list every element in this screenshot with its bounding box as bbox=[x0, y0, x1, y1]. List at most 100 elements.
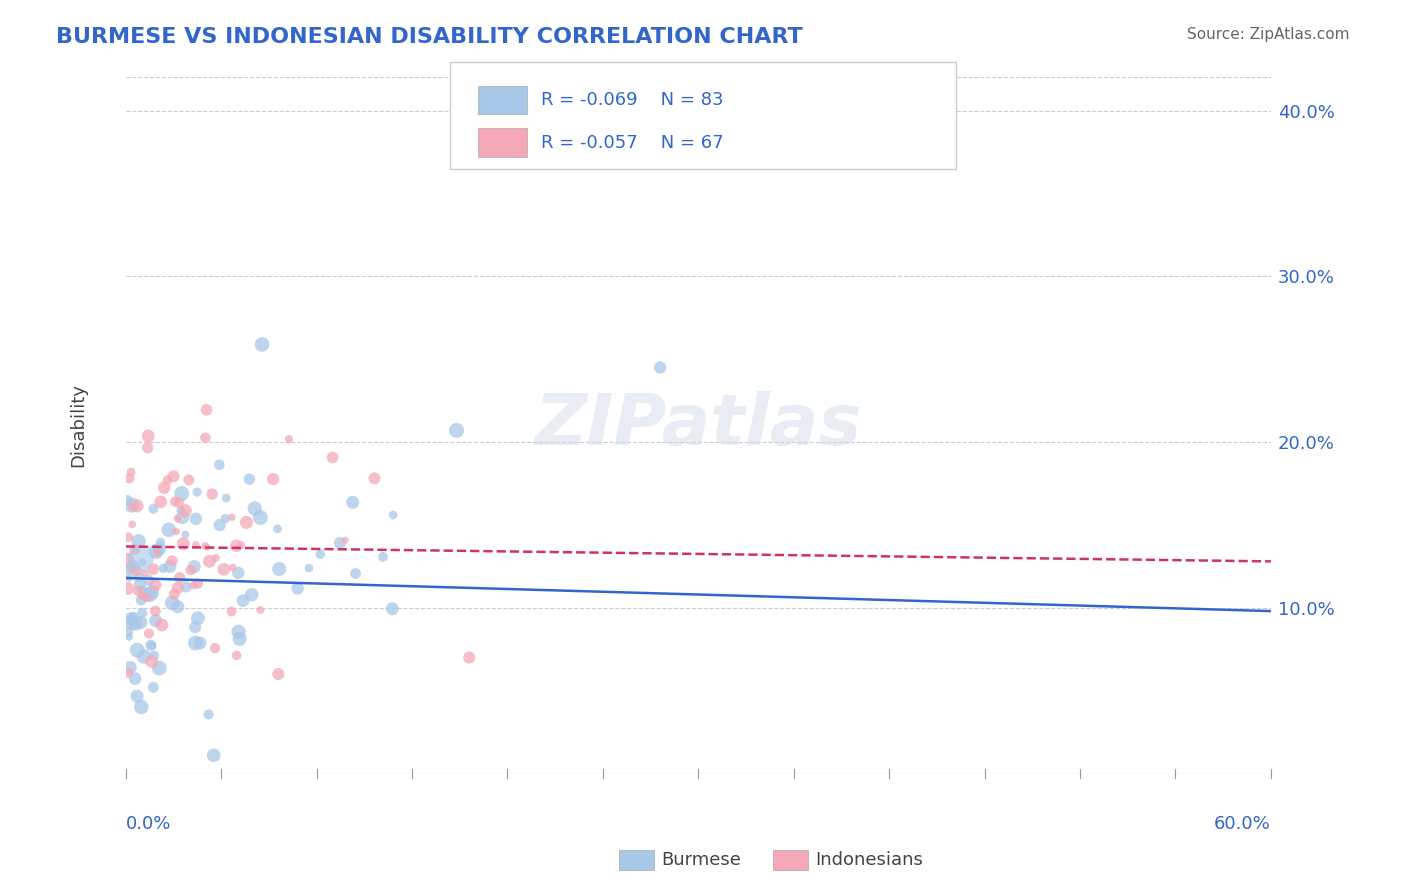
Point bbox=[142, 562, 165, 576]
Point bbox=[215, 491, 238, 505]
Point bbox=[172, 510, 194, 524]
Point bbox=[221, 510, 243, 524]
Point bbox=[125, 499, 148, 513]
Text: ZIPatlas: ZIPatlas bbox=[534, 391, 862, 460]
Point bbox=[117, 551, 139, 566]
Point bbox=[249, 603, 271, 617]
Text: 0.0%: 0.0% bbox=[125, 815, 172, 833]
Point bbox=[169, 571, 191, 585]
Point bbox=[184, 636, 207, 650]
Point bbox=[117, 493, 139, 508]
Point bbox=[446, 424, 468, 438]
Point bbox=[159, 559, 181, 574]
Point bbox=[225, 648, 247, 663]
Point bbox=[124, 542, 146, 557]
Point bbox=[129, 615, 152, 630]
Point bbox=[187, 576, 209, 591]
Point bbox=[382, 508, 405, 522]
Point bbox=[221, 560, 243, 574]
Point bbox=[145, 604, 167, 618]
Point bbox=[170, 486, 193, 500]
Point bbox=[120, 660, 142, 674]
Point bbox=[371, 549, 394, 564]
Point bbox=[120, 465, 142, 479]
Point bbox=[174, 580, 197, 594]
Point bbox=[238, 472, 260, 486]
Point bbox=[129, 578, 152, 592]
Point bbox=[235, 516, 257, 530]
Point bbox=[117, 530, 139, 544]
Point bbox=[172, 537, 194, 551]
Point bbox=[121, 517, 143, 532]
Point bbox=[183, 578, 205, 592]
Point bbox=[186, 485, 208, 500]
Point bbox=[143, 648, 166, 663]
Point bbox=[139, 588, 162, 602]
Point bbox=[195, 540, 218, 554]
Point bbox=[129, 593, 152, 607]
Point bbox=[363, 471, 385, 485]
Point bbox=[194, 539, 217, 553]
Point bbox=[197, 707, 219, 722]
Point bbox=[117, 624, 139, 639]
Point bbox=[249, 510, 271, 524]
Point bbox=[458, 650, 481, 665]
Point bbox=[322, 450, 344, 465]
Point bbox=[221, 605, 243, 619]
Point bbox=[188, 636, 211, 650]
Point bbox=[135, 591, 157, 605]
Point bbox=[125, 564, 148, 578]
Point bbox=[131, 583, 153, 598]
Point bbox=[149, 495, 172, 509]
Text: BURMESE VS INDONESIAN DISABILITY CORRELATION CHART: BURMESE VS INDONESIAN DISABILITY CORRELA… bbox=[56, 27, 803, 46]
Text: Source: ZipAtlas.com: Source: ZipAtlas.com bbox=[1187, 27, 1350, 42]
Point bbox=[243, 501, 266, 516]
Point bbox=[145, 544, 167, 558]
Point bbox=[187, 611, 209, 625]
Point bbox=[174, 527, 197, 541]
Point bbox=[329, 536, 352, 550]
Point bbox=[381, 601, 404, 615]
Point bbox=[205, 550, 228, 565]
Point bbox=[138, 573, 160, 587]
Point bbox=[152, 561, 174, 575]
Point bbox=[183, 559, 205, 574]
Point bbox=[214, 511, 236, 525]
Point bbox=[117, 582, 139, 596]
Point bbox=[141, 585, 163, 599]
Point bbox=[121, 615, 143, 630]
Point bbox=[228, 632, 250, 646]
Point bbox=[118, 571, 141, 585]
Point bbox=[240, 588, 263, 602]
Point bbox=[208, 458, 231, 472]
Point bbox=[153, 481, 176, 495]
Point bbox=[127, 689, 149, 703]
Point bbox=[131, 556, 153, 570]
Point bbox=[231, 538, 253, 552]
Text: Burmese: Burmese bbox=[661, 851, 741, 869]
Point bbox=[342, 495, 364, 509]
Point bbox=[118, 471, 141, 485]
Point bbox=[145, 614, 167, 628]
Text: 60.0%: 60.0% bbox=[1215, 815, 1271, 833]
Point bbox=[129, 700, 152, 714]
Point bbox=[127, 584, 149, 599]
Point bbox=[142, 680, 165, 694]
Point bbox=[138, 626, 160, 640]
Text: Indonesians: Indonesians bbox=[815, 851, 924, 869]
Text: R = -0.057    N = 67: R = -0.057 N = 67 bbox=[541, 134, 724, 152]
Point bbox=[139, 638, 162, 652]
Point bbox=[648, 360, 671, 375]
Point bbox=[195, 403, 218, 417]
Point bbox=[121, 498, 143, 512]
Point bbox=[127, 643, 149, 657]
Point bbox=[267, 667, 290, 681]
Point bbox=[128, 534, 150, 549]
Point bbox=[141, 655, 163, 669]
Point bbox=[162, 469, 184, 483]
Point bbox=[194, 431, 217, 445]
Point bbox=[120, 612, 142, 626]
Point bbox=[278, 432, 301, 446]
Point bbox=[122, 610, 145, 624]
Point bbox=[177, 473, 200, 487]
